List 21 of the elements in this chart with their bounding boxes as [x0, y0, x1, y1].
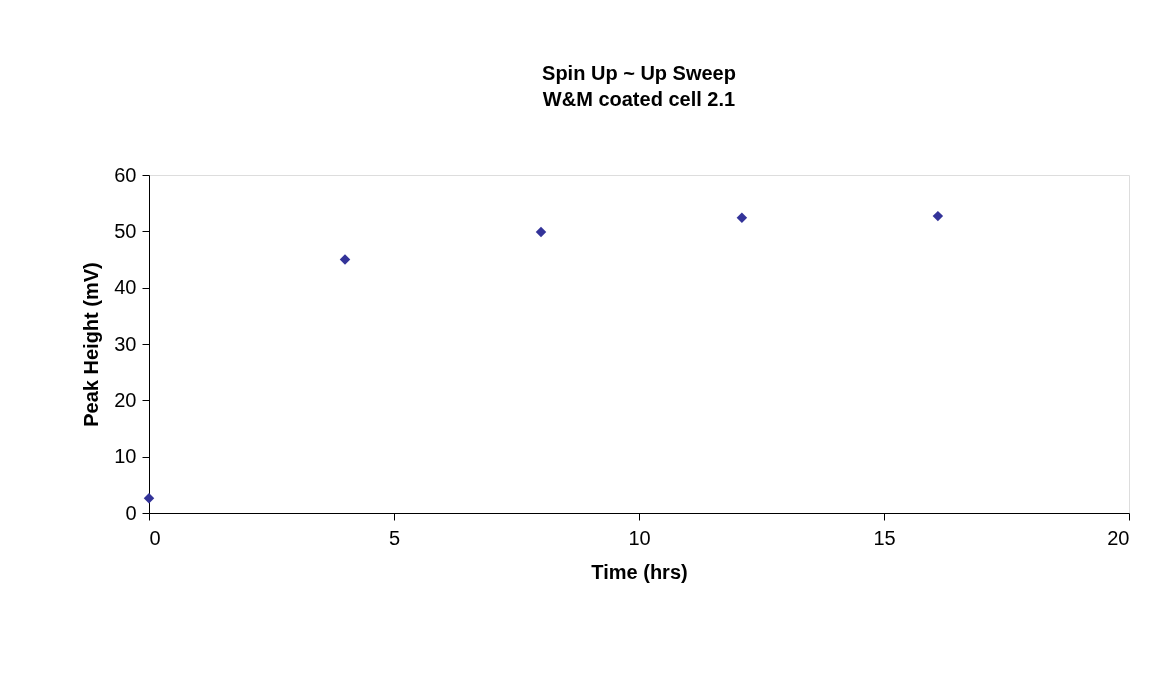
x-tick-label: 20	[1107, 526, 1130, 549]
x-tick-label: 10	[628, 526, 651, 549]
point	[736, 212, 748, 224]
x-axis-title: Time (hrs)	[591, 560, 688, 583]
y-tick-label: 0	[125, 501, 137, 524]
text: Spin Up ~ Up Sweep	[542, 62, 736, 84]
x-tick-label: 15	[873, 526, 896, 549]
x-tick-label: 0	[149, 526, 161, 549]
point	[339, 254, 351, 265]
x-tick-label: 5	[388, 526, 401, 549]
y-tick-label: 60	[114, 163, 137, 186]
y-tick-label: 30	[114, 332, 137, 355]
y-axis-title: Peak Height (mV)	[80, 262, 103, 427]
y-tick-label: 40	[114, 276, 137, 299]
y-tick-label: 50	[114, 219, 137, 242]
point	[143, 493, 155, 504]
point	[932, 210, 944, 222]
y-tick-label: 20	[114, 388, 137, 411]
point	[535, 226, 547, 238]
text: W&M coated cell 2.1	[542, 88, 736, 110]
y-tick-label: 10	[114, 445, 137, 468]
